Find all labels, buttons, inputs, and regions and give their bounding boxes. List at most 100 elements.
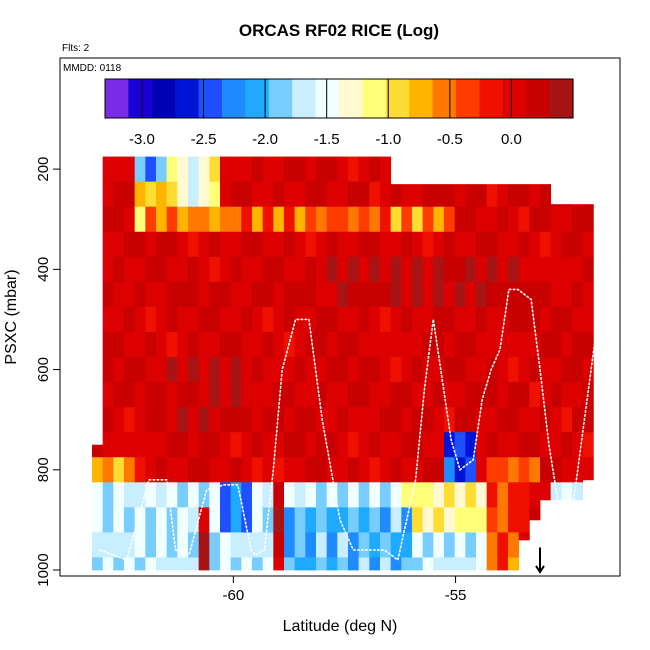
heat-cell xyxy=(518,382,530,408)
heat-cell xyxy=(572,482,584,501)
heat-cell xyxy=(113,382,125,408)
heat-cell xyxy=(433,331,445,358)
heat-cell xyxy=(145,331,157,358)
heat-cell xyxy=(92,507,104,533)
heat-cell xyxy=(305,306,317,333)
heat-cell xyxy=(124,331,136,358)
heat-cell xyxy=(209,532,221,558)
heat-cell xyxy=(476,557,488,571)
heat-cell xyxy=(252,557,264,571)
heat-cell xyxy=(540,432,552,458)
heat-cell xyxy=(220,256,232,283)
heat-cell xyxy=(326,206,338,233)
heat-cell xyxy=(188,532,200,558)
heat-cell xyxy=(476,482,488,508)
heat-cell xyxy=(412,206,424,233)
heat-cell xyxy=(422,482,434,508)
heat-cell xyxy=(529,507,541,521)
heat-cell xyxy=(156,281,168,308)
heat-cell xyxy=(230,557,242,571)
heat-cell xyxy=(294,507,306,533)
heat-cell xyxy=(497,256,509,283)
y-tick-label: 800 xyxy=(35,457,52,482)
heat-cell xyxy=(156,507,168,533)
heat-cell xyxy=(209,281,221,308)
heat-cell xyxy=(198,206,210,233)
heat-cell xyxy=(294,156,306,183)
heat-cell xyxy=(348,281,360,308)
heat-cell xyxy=(273,557,285,571)
heat-cell xyxy=(337,357,349,383)
heat-cell xyxy=(348,156,360,183)
heat-cell xyxy=(444,306,456,333)
heat-cell xyxy=(401,184,413,208)
heat-cell xyxy=(262,432,274,458)
heat-cell xyxy=(433,184,445,208)
colorbar-segment xyxy=(432,79,457,118)
heat-cell xyxy=(572,357,584,383)
heat-cell xyxy=(518,184,530,208)
heat-cell xyxy=(326,557,338,571)
heat-cell xyxy=(337,532,349,558)
heat-cell xyxy=(540,407,552,433)
heat-cell xyxy=(369,331,381,358)
heat-cell xyxy=(102,432,114,458)
heat-cell xyxy=(102,357,114,383)
heat-cell xyxy=(348,231,360,258)
heat-cell xyxy=(188,256,200,283)
heat-cell xyxy=(518,532,530,541)
heat-cell xyxy=(177,156,189,183)
colorbar-segment xyxy=(385,79,410,118)
heat-cell xyxy=(273,281,285,308)
heat-cell xyxy=(294,557,306,571)
heat-cell xyxy=(305,507,317,533)
heat-cell xyxy=(102,156,114,183)
heat-cell xyxy=(156,432,168,458)
heat-cell xyxy=(188,432,200,458)
heat-cell xyxy=(284,382,296,408)
heat-cell xyxy=(188,382,200,408)
heat-cell xyxy=(273,432,285,458)
heat-cell xyxy=(412,184,424,208)
heat-cell xyxy=(220,432,232,458)
heat-cell xyxy=(540,457,552,483)
heat-cell xyxy=(582,206,594,233)
heat-cell xyxy=(572,306,584,333)
heat-cell xyxy=(188,281,200,308)
heat-cell xyxy=(134,432,146,458)
heat-cell xyxy=(230,482,242,508)
heat-cell xyxy=(486,482,498,508)
heat-cell xyxy=(166,156,178,183)
heat-cell xyxy=(220,206,232,233)
heat-cell xyxy=(166,457,178,483)
heat-cell xyxy=(273,181,285,208)
heat-cell xyxy=(124,457,136,483)
heat-cell xyxy=(412,407,424,433)
heat-cell xyxy=(177,382,189,408)
heat-cell xyxy=(497,382,509,408)
heat-cell xyxy=(550,231,562,258)
heat-cell xyxy=(241,206,253,233)
heat-cell xyxy=(476,457,488,483)
heat-cell xyxy=(166,331,178,358)
heat-cell xyxy=(177,532,189,558)
heat-cell xyxy=(497,407,509,433)
heat-cell xyxy=(476,407,488,433)
heat-cell xyxy=(348,557,360,571)
heat-cell xyxy=(241,156,253,183)
heat-cell xyxy=(337,156,349,183)
heat-cell xyxy=(369,407,381,433)
heat-cell xyxy=(177,181,189,208)
heat-cell xyxy=(433,306,445,333)
heat-cell xyxy=(465,432,477,458)
colorbar-segment xyxy=(151,79,176,118)
heat-cell xyxy=(241,382,253,408)
heat-cell xyxy=(465,382,477,408)
heat-cell xyxy=(369,281,381,308)
heat-cell xyxy=(294,306,306,333)
heat-cell xyxy=(294,457,306,483)
heat-cell xyxy=(465,482,477,508)
heat-cell xyxy=(305,382,317,408)
heat-cell xyxy=(401,532,413,558)
heat-cell xyxy=(156,357,168,383)
